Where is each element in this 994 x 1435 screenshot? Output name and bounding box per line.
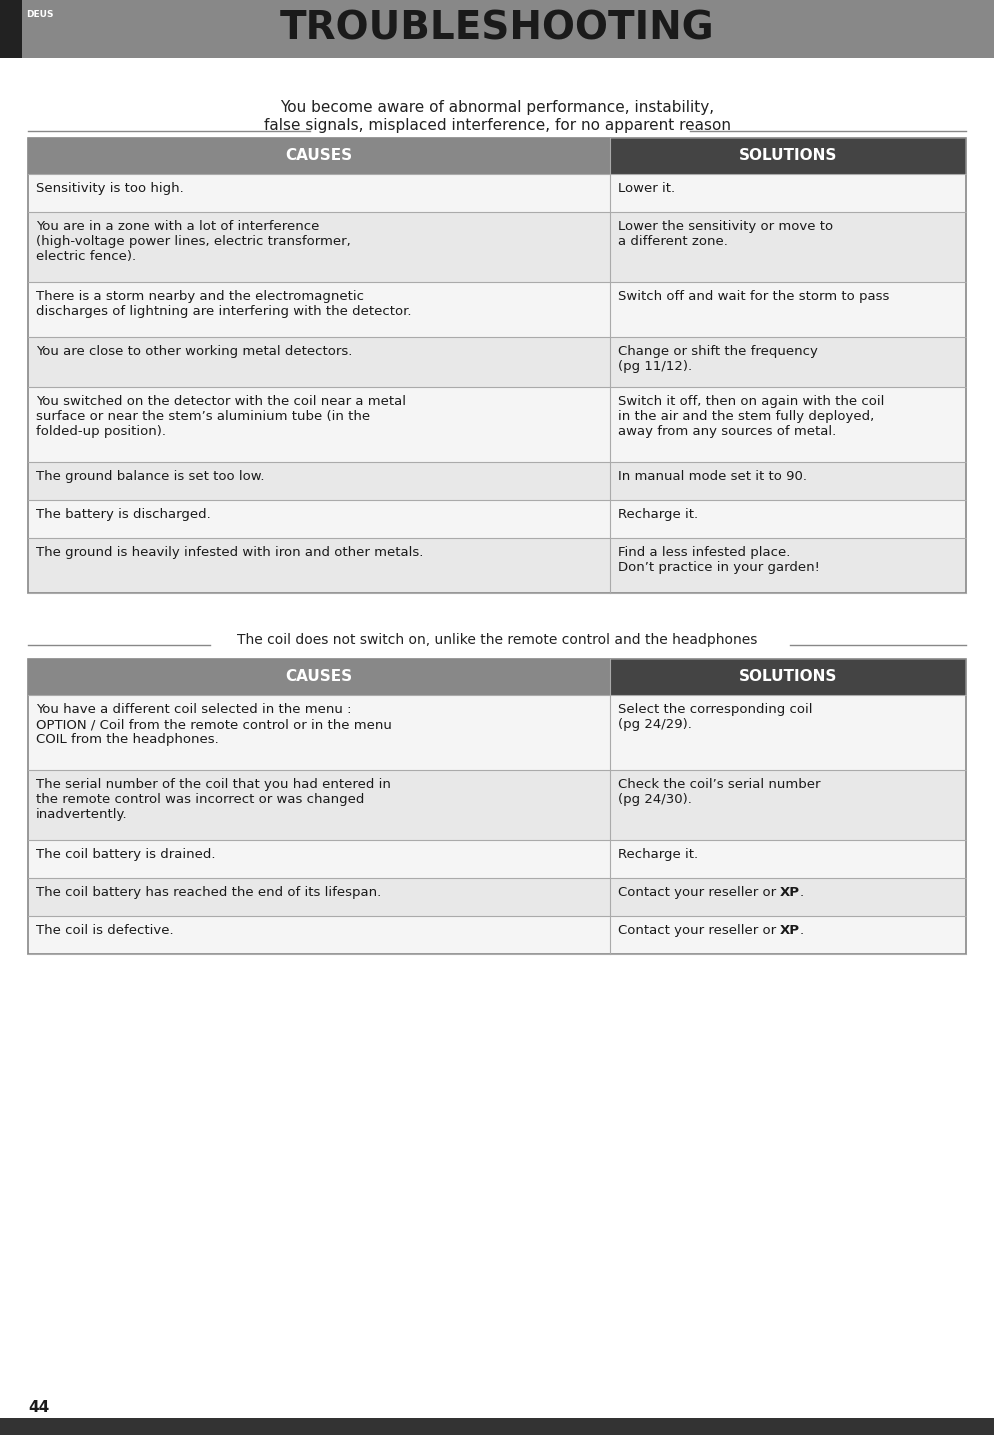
Bar — [28, 499, 966, 538]
Bar — [28, 839, 966, 878]
Text: The battery is discharged.: The battery is discharged. — [36, 508, 211, 521]
Text: SOLUTIONS: SOLUTIONS — [739, 148, 837, 164]
Bar — [28, 387, 966, 462]
Bar — [28, 212, 966, 283]
Text: .: . — [800, 924, 804, 937]
Text: The serial number of the coil that you had entered in
the remote control was inc: The serial number of the coil that you h… — [36, 778, 391, 821]
Text: There is a storm nearby and the electromagnetic
discharges of lightning are inte: There is a storm nearby and the electrom… — [36, 290, 412, 319]
Text: CAUSES: CAUSES — [285, 669, 352, 684]
Text: The coil battery is drained.: The coil battery is drained. — [36, 848, 216, 861]
Text: CAUSES: CAUSES — [285, 148, 352, 164]
Bar — [28, 916, 966, 954]
Text: Switch off and wait for the storm to pass: Switch off and wait for the storm to pas… — [617, 290, 889, 303]
Bar — [0, 1418, 994, 1435]
Text: You are in a zone with a lot of interference
(high-voltage power lines, electric: You are in a zone with a lot of interfer… — [36, 220, 351, 263]
Text: TROUBLESHOOTING: TROUBLESHOOTING — [279, 10, 715, 47]
Bar — [28, 337, 966, 387]
Bar — [28, 659, 966, 954]
Text: XP: XP — [780, 885, 800, 898]
Bar — [28, 174, 966, 212]
Text: Switch it off, then on again with the coil
in the air and the stem fully deploye: Switch it off, then on again with the co… — [617, 395, 884, 438]
Text: You switched on the detector with the coil near a metal
surface or near the stem: You switched on the detector with the co… — [36, 395, 406, 438]
Bar — [28, 283, 966, 337]
Text: You have a different coil selected in the menu :
OPTION / Coil from the remote c: You have a different coil selected in th… — [36, 703, 392, 746]
Text: Change or shift the frequency
(pg 11/12).: Change or shift the frequency (pg 11/12)… — [617, 344, 817, 373]
Bar — [28, 659, 966, 954]
Text: The coil does not switch on, unlike the remote control and the headphones: The coil does not switch on, unlike the … — [237, 633, 757, 647]
Bar — [28, 695, 966, 771]
Text: DEUS: DEUS — [26, 10, 54, 19]
Text: Contact your reseller or: Contact your reseller or — [617, 885, 780, 898]
Bar — [28, 771, 966, 839]
Text: You are close to other working metal detectors.: You are close to other working metal det… — [36, 344, 353, 357]
Text: Select the corresponding coil
(pg 24/29).: Select the corresponding coil (pg 24/29)… — [617, 703, 812, 730]
Bar — [28, 659, 609, 695]
Text: The ground balance is set too low.: The ground balance is set too low. — [36, 471, 264, 484]
Bar — [609, 138, 966, 174]
Bar — [0, 0, 22, 57]
Text: Find a less infested place.
Don’t practice in your garden!: Find a less infested place. Don’t practi… — [617, 545, 819, 574]
Text: In manual mode set it to 90.: In manual mode set it to 90. — [617, 471, 806, 484]
Bar — [28, 538, 966, 593]
Bar — [28, 138, 966, 593]
Bar — [28, 878, 966, 916]
Text: Recharge it.: Recharge it. — [617, 508, 698, 521]
Text: The ground is heavily infested with iron and other metals.: The ground is heavily infested with iron… — [36, 545, 423, 560]
Text: false signals, misplaced interference, for no apparent reason: false signals, misplaced interference, f… — [263, 118, 731, 133]
Text: You become aware of abnormal performance, instability,: You become aware of abnormal performance… — [280, 100, 714, 115]
Text: Lower it.: Lower it. — [617, 182, 675, 195]
Text: SOLUTIONS: SOLUTIONS — [739, 669, 837, 684]
Text: The coil battery has reached the end of its lifespan.: The coil battery has reached the end of … — [36, 885, 382, 898]
Bar — [28, 138, 609, 174]
Text: Lower the sensitivity or move to
a different zone.: Lower the sensitivity or move to a diffe… — [617, 220, 833, 248]
Bar — [28, 462, 966, 499]
Bar — [28, 138, 966, 593]
Bar — [609, 659, 966, 695]
Text: Recharge it.: Recharge it. — [617, 848, 698, 861]
Text: 44: 44 — [28, 1401, 50, 1415]
Bar — [0, 0, 994, 57]
Text: Contact your reseller or: Contact your reseller or — [617, 924, 780, 937]
Text: XP: XP — [780, 924, 800, 937]
Text: Check the coil’s serial number
(pg 24/30).: Check the coil’s serial number (pg 24/30… — [617, 778, 820, 806]
Text: .: . — [800, 885, 804, 898]
Text: Sensitivity is too high.: Sensitivity is too high. — [36, 182, 184, 195]
Text: The coil is defective.: The coil is defective. — [36, 924, 174, 937]
